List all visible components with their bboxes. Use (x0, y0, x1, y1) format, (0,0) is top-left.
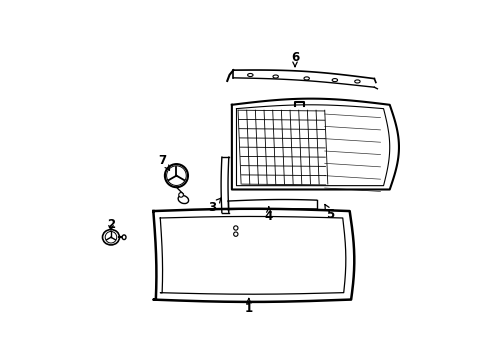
Circle shape (105, 231, 117, 243)
Ellipse shape (102, 230, 120, 245)
Ellipse shape (247, 73, 253, 77)
Text: 1: 1 (245, 298, 253, 315)
Ellipse shape (122, 235, 126, 239)
Circle shape (167, 166, 186, 185)
Polygon shape (232, 99, 399, 189)
Text: 2: 2 (107, 219, 115, 231)
Circle shape (165, 164, 188, 187)
Text: 7: 7 (158, 154, 170, 170)
Ellipse shape (178, 195, 189, 203)
Text: 4: 4 (265, 207, 273, 223)
Ellipse shape (332, 78, 338, 82)
Circle shape (179, 193, 183, 197)
Ellipse shape (273, 75, 278, 78)
Circle shape (234, 232, 238, 236)
Text: 6: 6 (291, 50, 299, 67)
Polygon shape (153, 209, 354, 302)
Ellipse shape (304, 77, 309, 80)
Ellipse shape (355, 80, 360, 83)
Text: 3: 3 (209, 198, 221, 214)
Circle shape (234, 226, 238, 230)
Text: 5: 5 (325, 204, 335, 221)
